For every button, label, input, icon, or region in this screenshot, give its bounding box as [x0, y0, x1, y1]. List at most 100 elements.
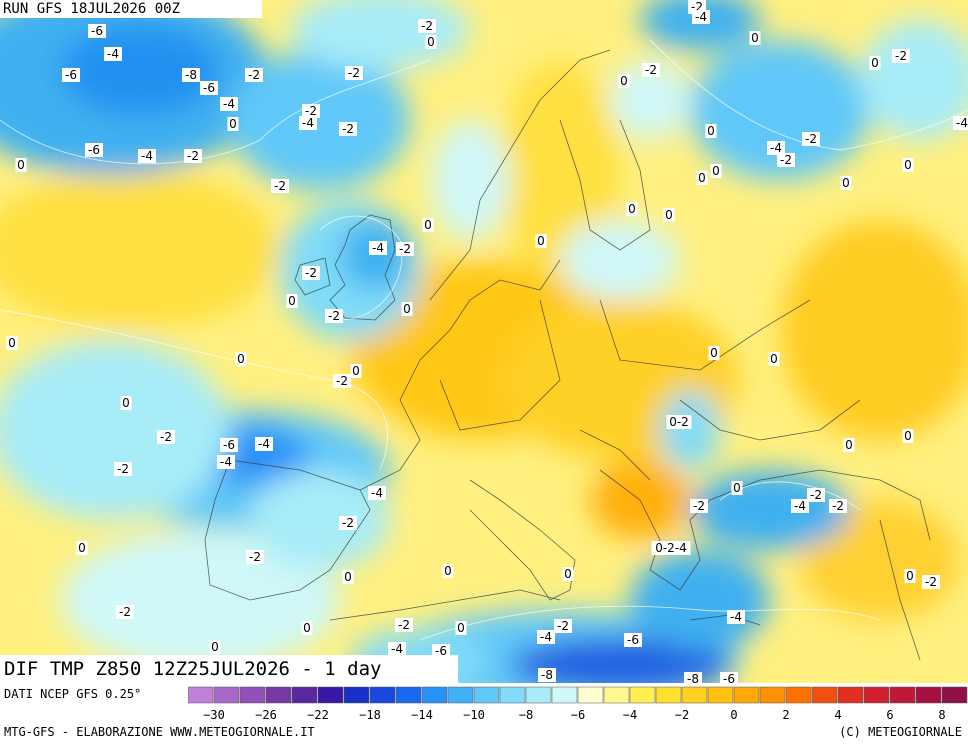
svg-text:0: 0 [403, 302, 411, 316]
svg-text:-6: -6 [723, 672, 735, 683]
contour-label: -2 [642, 63, 660, 77]
svg-text:0: 0 [352, 364, 360, 378]
map-title: DIF TMP Z850 12Z25JUL2026 - 1 day [0, 655, 458, 683]
contour-label: 0-2-4 [651, 541, 691, 555]
svg-text:0: 0 [229, 117, 237, 131]
svg-text:0: 0 [344, 570, 352, 584]
legend-swatch [759, 686, 786, 704]
svg-text:0: 0 [444, 564, 452, 578]
legend-swatch [291, 686, 318, 704]
contour-label: -2 [892, 49, 910, 63]
contour-lines [0, 39, 968, 641]
contour-label: -4 [388, 642, 406, 656]
contour-label: 0 [663, 208, 675, 222]
contour-label: -2 [245, 68, 263, 82]
svg-text:0: 0 [427, 35, 435, 49]
contour-label: -2 [116, 605, 134, 619]
svg-text:0: 0 [871, 56, 879, 70]
contour-label: 0 [76, 541, 88, 555]
temperature-anomaly-map: -6 -4 -6 -8 -6 -2 -2 -4 -2 -4 -2 0 -6 -4 -2 0 -2 -2 0 -2 -4 0… [0, 0, 968, 683]
svg-text:0: 0 [842, 176, 850, 190]
contour-label: -2 [302, 104, 320, 118]
svg-text:0: 0 [8, 336, 16, 350]
legend-swatch [915, 686, 942, 704]
svg-text:-2: -2 [248, 68, 260, 82]
svg-text:-2: -2 [342, 516, 354, 530]
svg-text:-6: -6 [91, 24, 103, 38]
svg-text:0: 0 [620, 74, 628, 88]
svg-text:0: 0 [712, 164, 720, 178]
legend-swatch [188, 686, 214, 704]
svg-text:0: 0 [628, 202, 636, 216]
svg-text:0: 0 [904, 158, 912, 172]
contour-label: -2 [184, 149, 202, 163]
svg-text:-2: -2 [187, 149, 199, 163]
contour-label: -2 [157, 430, 175, 444]
contour-label: -6 [85, 143, 103, 157]
contour-label: -2 [396, 242, 414, 256]
svg-text:-4: -4 [302, 116, 314, 130]
svg-text:-4: -4 [141, 149, 153, 163]
svg-text:0: 0 [537, 234, 545, 248]
contour-label: -2 [395, 618, 413, 632]
svg-text:-2: -2 [805, 132, 817, 146]
legend-swatch [369, 686, 396, 704]
contour-label: -2 [114, 462, 132, 476]
svg-text:-6: -6 [435, 644, 447, 658]
svg-text:0-2-4: 0-2-4 [655, 541, 687, 555]
svg-text:0: 0 [122, 396, 130, 410]
legend-tick-label: −2 [675, 708, 689, 722]
run-info: RUN GFS 18JUL2026 00Z [0, 0, 262, 18]
legend-tick-label: −10 [463, 708, 485, 722]
legend-tick-label: −14 [411, 708, 433, 722]
svg-text:0: 0 [78, 541, 86, 555]
legend-swatch [473, 686, 500, 704]
legend-tick-label: −18 [359, 708, 381, 722]
svg-text:0: 0 [698, 171, 706, 185]
svg-text:-4: -4 [372, 241, 384, 255]
svg-text:-4: -4 [956, 116, 968, 130]
legend-tick-label: 2 [782, 708, 789, 722]
contour-label: 0 [209, 640, 221, 654]
contour-label: -4 [953, 116, 968, 130]
contour-label: -6 [88, 24, 106, 38]
svg-text:-6: -6 [88, 143, 100, 157]
contour-label: -2 [271, 179, 289, 193]
legend-swatch [681, 686, 708, 704]
svg-text:-2: -2 [328, 309, 340, 323]
svg-text:-2: -2 [645, 63, 657, 77]
contour-label: 0 [618, 74, 630, 88]
contour-label: 0 [425, 35, 437, 49]
svg-text:-4: -4 [107, 47, 119, 61]
svg-text:-2: -2 [305, 266, 317, 280]
legend-swatch [863, 686, 890, 704]
contour-label: -4 [791, 499, 809, 513]
svg-text:-6: -6 [627, 633, 639, 647]
svg-text:-2: -2 [895, 49, 907, 63]
svg-text:-2: -2 [305, 104, 317, 118]
contour-label: 0 [731, 481, 743, 495]
svg-text:0: 0 [906, 569, 914, 583]
contour-label: 0 [235, 352, 247, 366]
contour-label: 0 [843, 438, 855, 452]
contour-label: -2 [325, 309, 343, 323]
legend-swatch [707, 686, 734, 704]
contour-label: -2 [339, 122, 357, 136]
svg-text:-2: -2 [557, 619, 569, 633]
footer-credit: MTG-GFS - ELABORAZIONE WWW.METEOGIORNALE… [4, 725, 315, 739]
legend-swatch [525, 686, 552, 704]
legend-swatch [343, 686, 370, 704]
contour-label: -2 [922, 575, 940, 589]
legend-swatch [265, 686, 292, 704]
legend-tick-label: 4 [834, 708, 841, 722]
svg-text:-2: -2 [160, 430, 172, 444]
contour-label: -6 [720, 672, 738, 683]
legend-swatch [785, 686, 812, 704]
legend-tick-label: −4 [623, 708, 637, 722]
data-source: DATI NCEP GFS 0.25° [4, 687, 142, 701]
legend-swatch [629, 686, 656, 704]
svg-text:-4: -4 [730, 610, 742, 624]
contour-label: -2 [807, 488, 825, 502]
svg-text:0: 0 [211, 640, 219, 654]
svg-text:0: 0 [288, 294, 296, 308]
